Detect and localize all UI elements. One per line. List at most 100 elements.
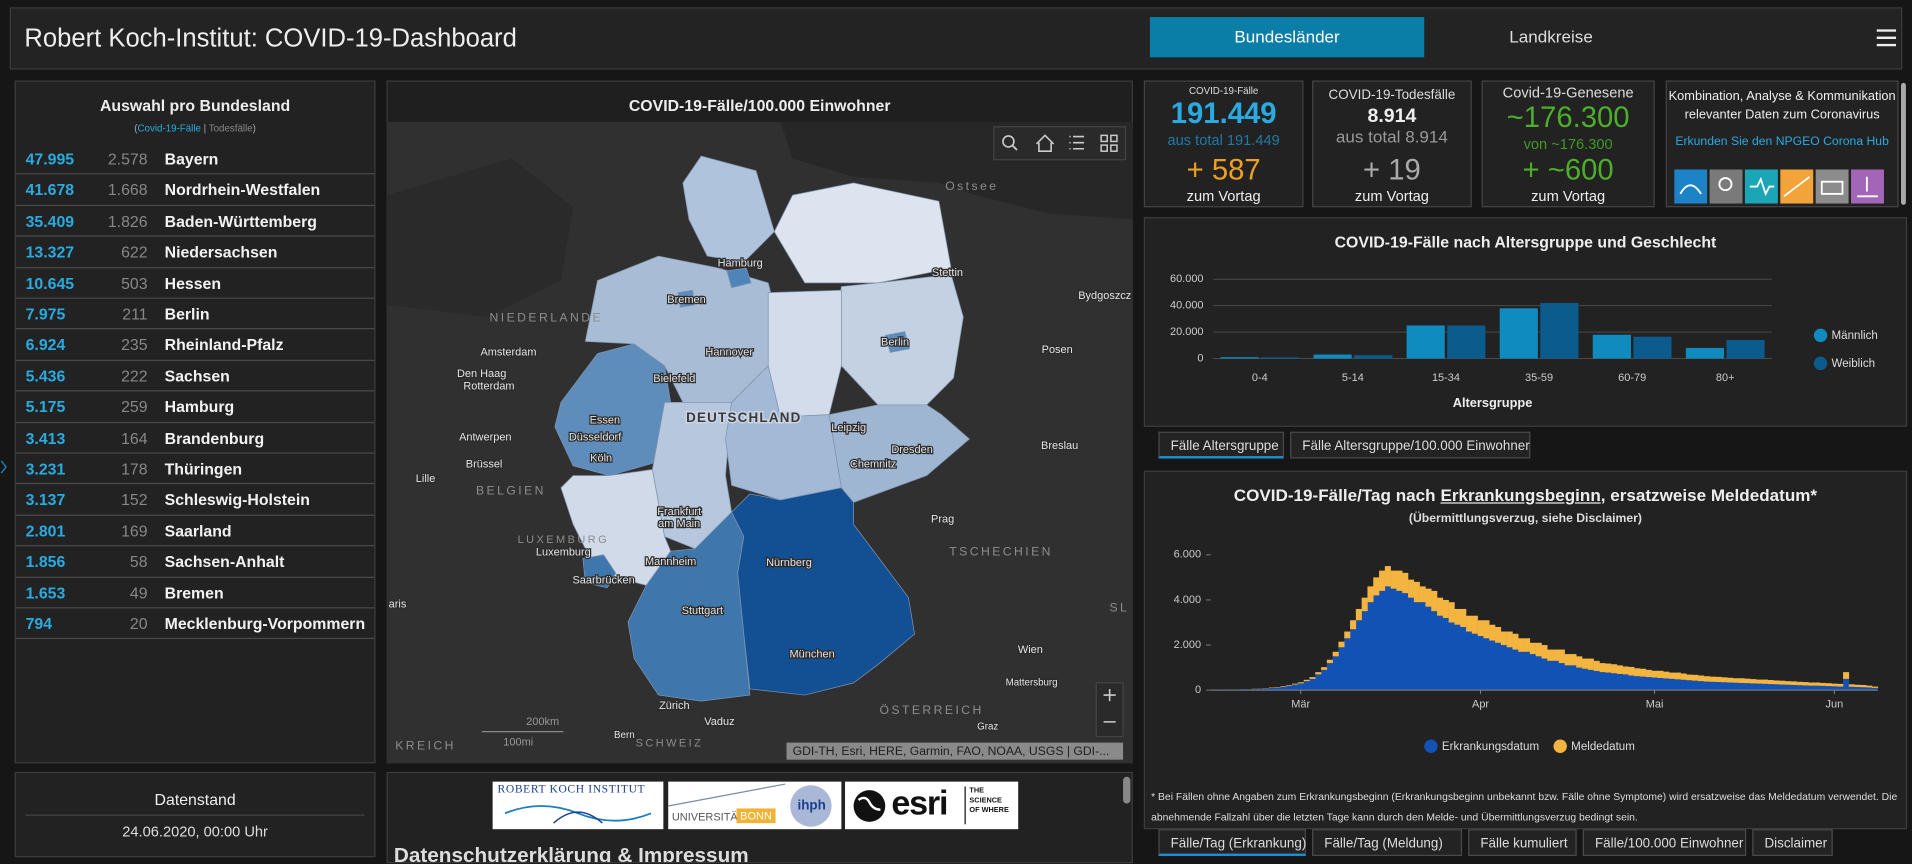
state-name: Mecklenburg-Vorpommern xyxy=(164,614,366,633)
title-text: COVID-19-Fälle/Tag nach xyxy=(1233,485,1436,505)
hub-link[interactable]: Erkunden Sie den NPGEO Corona Hub xyxy=(1675,135,1889,149)
state-name: Brandenburg xyxy=(164,428,265,448)
tab-button[interactable]: Landkreise xyxy=(1509,26,1593,47)
logos-panel: ROBERT KOCH INSTITUT UNIVERSITÄT BONN ih… xyxy=(386,771,1133,864)
table-row[interactable]: 41.678 1.668 Nordrhein-Westfalen xyxy=(15,175,375,206)
map-label: Bern xyxy=(614,730,635,741)
map-label: Hannover xyxy=(705,346,753,358)
kpi-value: 8.914 xyxy=(1367,106,1417,127)
state-name: Sachsen-Anhalt xyxy=(164,552,285,571)
deaths-cell: 49 xyxy=(129,583,148,602)
tab[interactable]: Fälle/Tag (Erkrankung) xyxy=(1158,829,1306,857)
map-label: Leipzig xyxy=(831,422,866,434)
state-name: Bayern xyxy=(164,149,219,169)
table-row[interactable]: 3.413 164 Brandenburg xyxy=(15,423,375,454)
kpi-change-label: zum Vortag xyxy=(1186,187,1261,205)
kpi-deaths: COVID-19-Todesfälle 8.914 aus total 8.91… xyxy=(1312,80,1472,208)
table-row[interactable]: 5.436 222 Sachsen xyxy=(15,361,375,392)
map-label: Brüssel xyxy=(466,458,503,470)
tab[interactable]: Fälle/100.000 Einwohner xyxy=(1582,829,1747,857)
map-label: Den Haag xyxy=(457,368,506,380)
map-label: KREICH xyxy=(395,738,456,752)
table-row[interactable]: 35.409 1.826 Baden-Württemberg xyxy=(15,206,375,237)
table-row[interactable]: 1.856 58 Sachsen-Anhalt xyxy=(15,547,375,578)
cases-cell: 47.995 xyxy=(25,149,75,169)
tab[interactable]: Fälle Altersgruppe xyxy=(1158,431,1285,459)
hub-icons[interactable] xyxy=(1674,169,1893,204)
table-title: Auswahl pro Bundesland xyxy=(99,96,291,115)
zoom-in[interactable] xyxy=(1103,688,1116,702)
table-row[interactable]: 3.137 152 Schleswig-Holstein xyxy=(15,485,375,516)
table-row[interactable]: 1.653 49 Bremen xyxy=(15,577,375,609)
chart-title: COVID-19-Fälle/Tag nach Erkrankungsbeginn… xyxy=(1145,485,1906,505)
cases-cell: 35.409 xyxy=(25,211,75,231)
divider xyxy=(964,786,966,825)
state-area xyxy=(773,182,952,284)
table-row[interactable]: 47.995 2.578 Bayern xyxy=(15,144,375,175)
qr-button[interactable] xyxy=(1100,134,1118,152)
attribution: GDI-TH, Esri, HERE, Garmin, FAO, NOAA, U… xyxy=(793,744,1110,758)
tab[interactable]: Disclaimer xyxy=(1752,829,1833,857)
table-row[interactable]: 3.231 178 Thüringen xyxy=(15,454,375,485)
kpi-total: aus total 8.914 xyxy=(1335,126,1448,147)
scrollbar[interactable] xyxy=(1901,82,1906,205)
tab[interactable]: Fälle kumuliert xyxy=(1468,829,1577,857)
state-area xyxy=(682,155,775,263)
cases-cell: 10.645 xyxy=(25,273,75,293)
logo-text: THE xyxy=(969,787,985,796)
map-label: Chemnitz xyxy=(850,458,896,470)
map-label: Zürich xyxy=(659,700,689,712)
cases-cell: 2.801 xyxy=(25,521,66,540)
cases-cell: 1.653 xyxy=(25,583,66,602)
legend-deaths: Todesfälle xyxy=(208,123,253,135)
table-row[interactable]: 2.801 169 Saarland xyxy=(15,516,375,547)
logo-text: esri xyxy=(891,784,948,822)
kpi-change-label: zum Vortag xyxy=(1531,187,1606,205)
map-label: Frankfurt xyxy=(657,506,701,518)
map-label: Luxemburg xyxy=(536,546,591,558)
kpi-recovered: Covid-19-Genesene ~176.300 von ~176.300 … xyxy=(1481,80,1655,208)
home-button[interactable] xyxy=(1035,134,1055,152)
deaths-cell: 622 xyxy=(121,242,148,262)
logo-text: ihph xyxy=(797,798,826,814)
table-row[interactable]: 5.175 259 Hamburg xyxy=(15,392,375,423)
map-label: Hamburg xyxy=(718,257,763,269)
table-row[interactable]: 13.327 622 Niedersachsen xyxy=(15,237,375,268)
logo-circle xyxy=(790,785,832,827)
scrollbar[interactable] xyxy=(1123,776,1131,804)
map-label: München xyxy=(790,649,835,661)
map-label: SL xyxy=(1109,601,1129,615)
expand-arrow[interactable] xyxy=(0,460,7,475)
cases-cell: 5.175 xyxy=(25,397,66,417)
scale-bar: 200km 100mi xyxy=(481,716,564,748)
map-label: DEUTSCHLAND xyxy=(686,410,801,425)
state-name: Hessen xyxy=(164,273,222,293)
chart-title: COVID-19-Fälle nach Altersgruppe und Ges… xyxy=(1334,232,1717,252)
status-panel: Datenstand 24.06.2020, 00:00 Uhr xyxy=(14,771,376,858)
deaths-cell: 503 xyxy=(121,273,148,293)
tab-button[interactable]: Bundesländer xyxy=(1149,17,1425,58)
hub-text: relevanter Daten zum Coronavirus xyxy=(1684,107,1880,122)
legend-text: ) xyxy=(252,123,256,135)
table-row[interactable]: 7.975 211 Berlin xyxy=(15,299,375,330)
table-row[interactable]: 794 20 Mecklenburg-Vorpommern xyxy=(15,608,375,640)
map[interactable]: Ostsee Hamburg Stettin Bydgoszcz Bremen … xyxy=(386,121,1133,764)
legend-button[interactable] xyxy=(1069,135,1085,150)
table-row[interactable]: 10.645 503 Hessen xyxy=(15,268,375,299)
map-label: Bielefeld xyxy=(653,373,695,385)
rki-logo: ROBERT KOCH INSTITUT xyxy=(492,781,664,830)
menu-button[interactable] xyxy=(1876,29,1897,47)
deaths-cell: 178 xyxy=(121,459,148,479)
table-row[interactable]: 6.924 235 Rheinland-Pfalz xyxy=(15,330,375,361)
tab[interactable]: Fälle/Tag (Meldung) xyxy=(1312,829,1463,857)
state-table: Auswahl pro Bundesland (Covid-19-Fälle |… xyxy=(14,80,376,764)
state-area xyxy=(767,289,842,418)
search-button[interactable] xyxy=(1002,135,1018,151)
map-label: BELGIEN xyxy=(476,484,546,498)
tab[interactable]: Fälle Altersgruppe/100.000 Einwohner xyxy=(1290,431,1531,459)
map-label: Posen xyxy=(1042,344,1073,356)
title-link[interactable]: Erkrankungsbeginn xyxy=(1440,485,1601,505)
sea xyxy=(386,158,574,318)
kpi-total: aus total 191.449 xyxy=(1167,131,1280,149)
